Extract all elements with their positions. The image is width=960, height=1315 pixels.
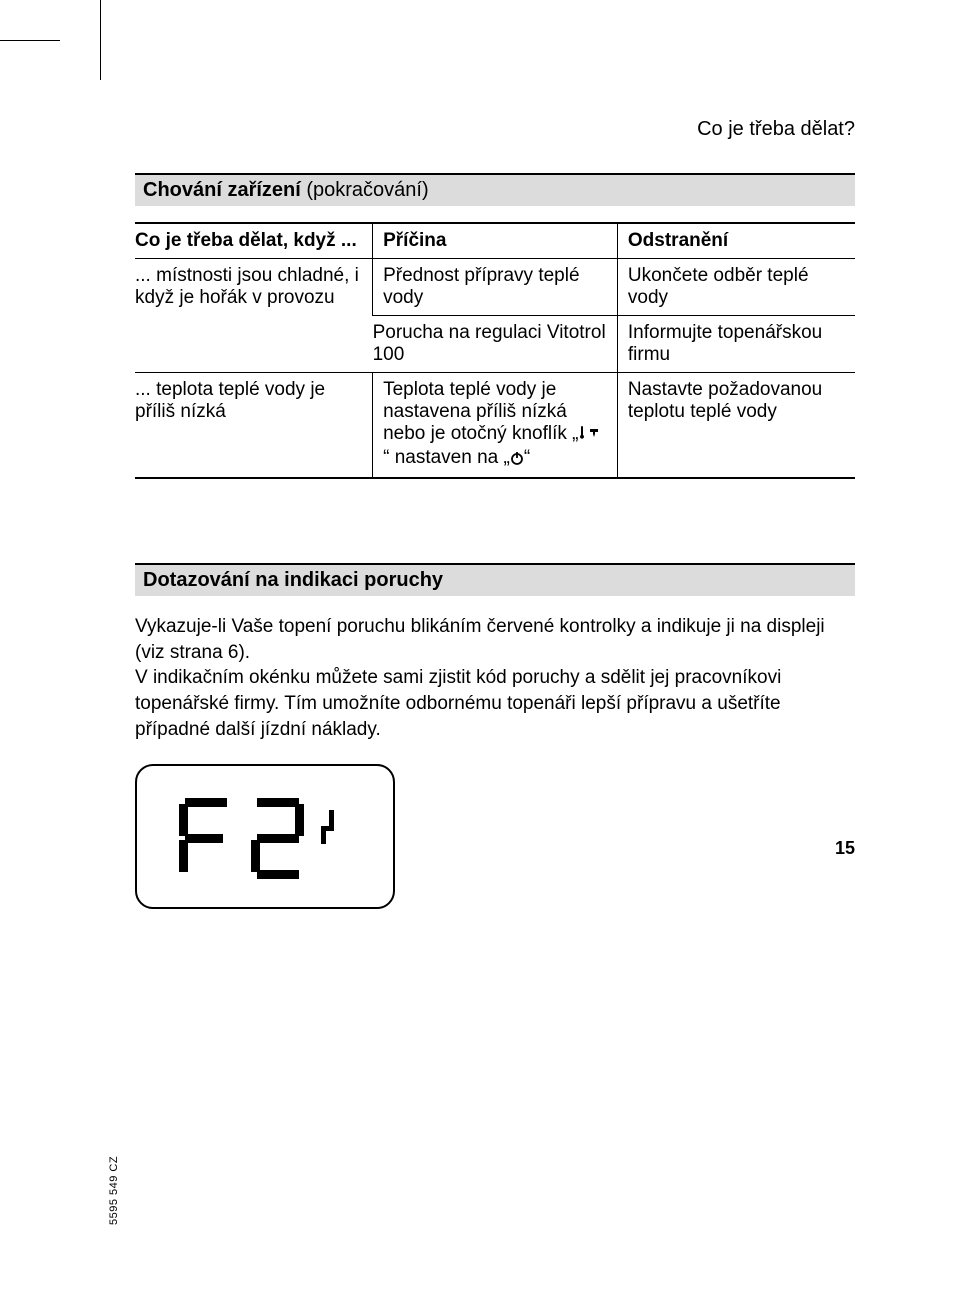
fault-display-box (135, 764, 395, 909)
table-header: Co je třeba dělat, když ... (135, 223, 373, 259)
section-heading-1: Chování zařízení (pokračování) (135, 173, 855, 206)
thermometer-tap-icon (578, 425, 604, 447)
table-cell: ... místnosti jsou chladné, i když je ho… (135, 259, 373, 373)
standby-icon (510, 449, 524, 471)
section-heading-1-rest: (pokračování) (301, 179, 429, 201)
table-cell: Přednost přípravy teplé vody (373, 259, 618, 316)
table-row: ... místnosti jsou chladné, i když je ho… (135, 259, 855, 316)
table-header: Příčina (373, 223, 618, 259)
troubleshooting-table: Co je třeba dělat, když ... Příčina Odst… (135, 222, 855, 479)
table-header-row: Co je třeba dělat, když ... Příčina Odst… (135, 223, 855, 259)
table-cell: Nastavte požadovanou teplotu teplé vody (617, 373, 855, 479)
section-heading-2-text: Dotazování na indikaci poruchy (143, 569, 443, 591)
table-cell: Teplota teplé vody je nastavena příliš n… (373, 373, 618, 479)
section-heading-2: Dotazování na indikaci poruchy (135, 563, 855, 596)
page-number: 15 (835, 838, 855, 859)
table-cell: Ukončete odběr teplé vody (617, 259, 855, 316)
table-row: ... teplota teplé vody je příliš nízká T… (135, 373, 855, 479)
body-paragraph: Vykazuje-li Vaše topení poruchu blikáním… (135, 614, 855, 742)
table-header: Odstranění (617, 223, 855, 259)
page-content: Co je třeba dělat? Chování zařízení (pok… (135, 0, 855, 909)
section-heading-1-bold: Chování zařízení (143, 179, 301, 201)
running-head: Co je třeba dělat? (135, 118, 855, 141)
document-code: 5595 549 CZ (108, 1156, 120, 1225)
table-cell: Porucha na regulaci Vi­totrol 100 (373, 316, 618, 373)
table-cell: ... teplota teplé vody je příliš nízká (135, 373, 373, 479)
fault-display-code (173, 794, 363, 889)
table-cell: Informujte topenářskou firmu (617, 316, 855, 373)
